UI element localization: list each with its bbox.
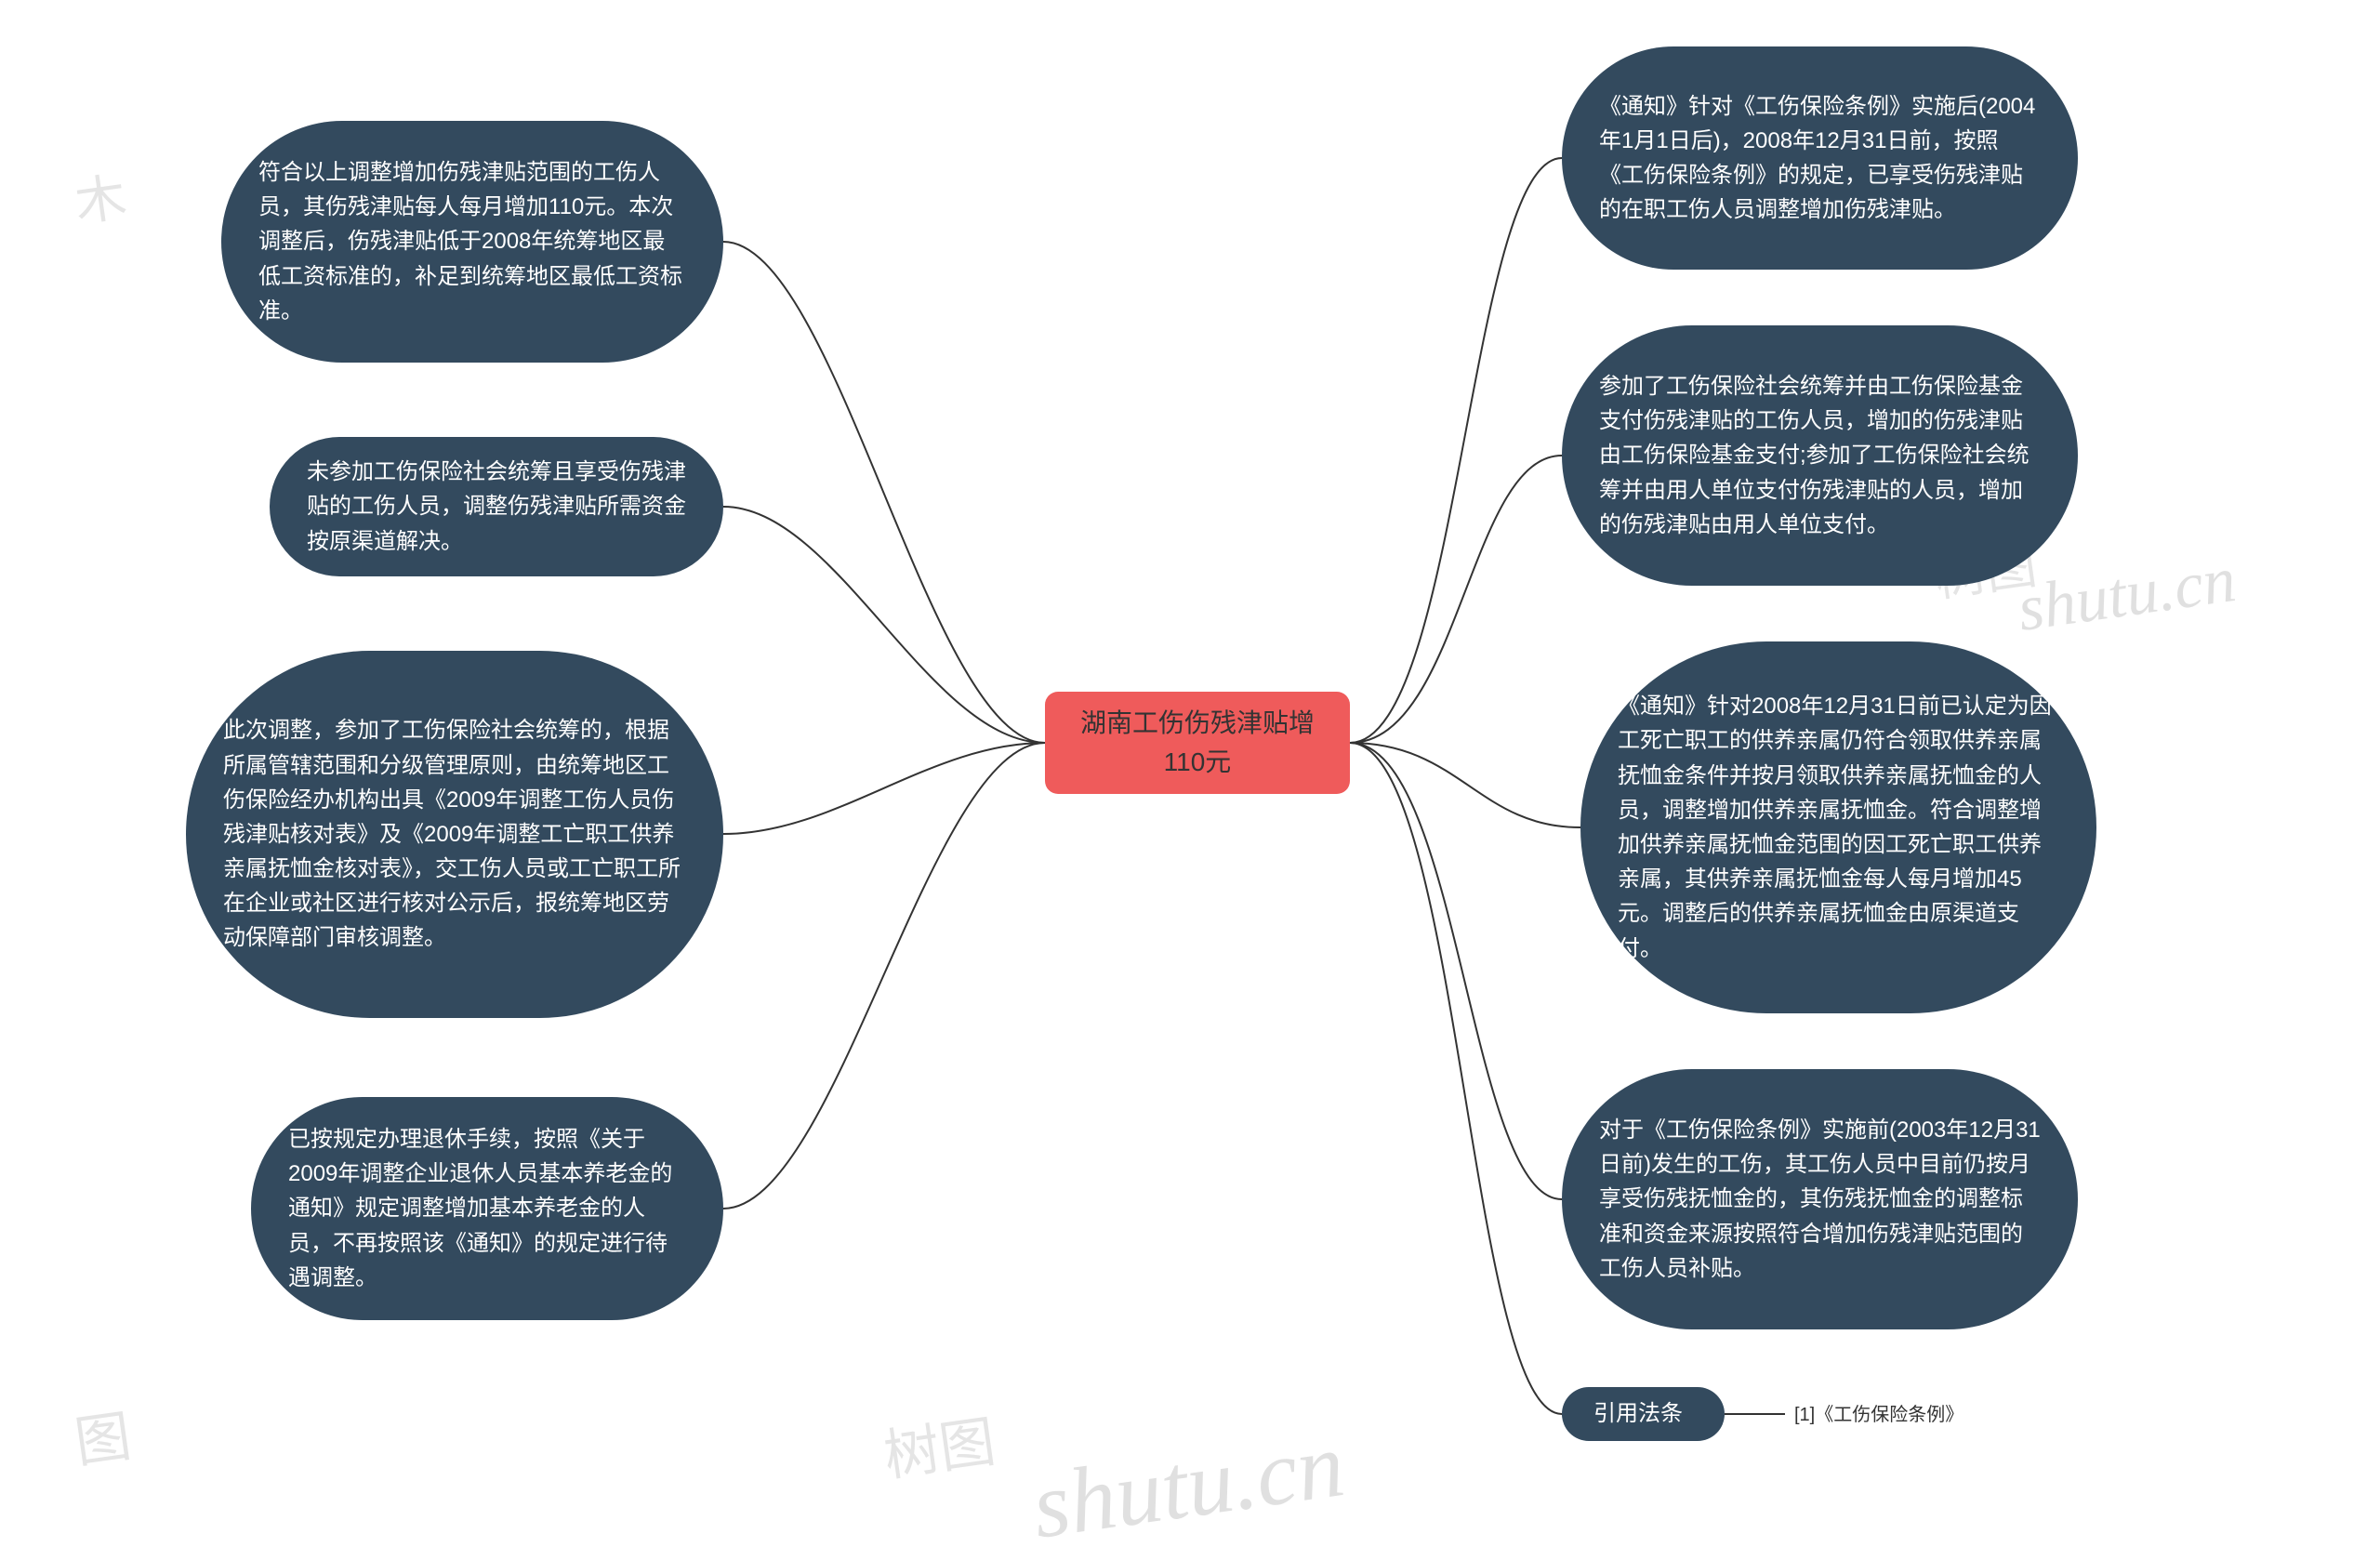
branch-node-right-5[interactable]: 引用法条: [1562, 1387, 1725, 1441]
branch-node-right-3[interactable]: 《通知》针对2008年12月31日前已认定为因工死亡职工的供养亲属仍符合领取供养…: [1580, 641, 2096, 1013]
branch-node-text: 对于《工伤保险条例》实施前(2003年12月31日前)发生的工伤，其工伤人员中目…: [1599, 1113, 2041, 1286]
mindmap-canvas: shutu.cnshutu.cn树图树图图木 湖南工伤伤残津贴增110元 符合以…: [0, 0, 2380, 1485]
branch-node-left-2[interactable]: 未参加工伤保险社会统筹且享受伤残津贴的工伤人员，调整伤残津贴所需资金按原渠道解决…: [270, 437, 723, 576]
branch-node-right-2[interactable]: 参加了工伤保险社会统筹并由工伤保险基金支付伤残津贴的工伤人员，增加的伤残津贴由工…: [1562, 325, 2078, 586]
center-node-text: 湖南工伤伤残津贴增110元: [1077, 704, 1318, 782]
branch-node-left-1[interactable]: 符合以上调整增加伤残津贴范围的工伤人员，其伤残津贴每人每月增加110元。本次调整…: [221, 121, 723, 363]
branch-node-right-1[interactable]: 《通知》针对《工伤保险条例》实施后(2004年1月1日后)，2008年12月31…: [1562, 46, 2078, 270]
branch-node-text: 未参加工伤保险社会统筹且享受伤残津贴的工伤人员，调整伤残津贴所需资金按原渠道解决…: [307, 455, 686, 559]
branch-node-text: 参加了工伤保险社会统筹并由工伤保险基金支付伤残津贴的工伤人员，增加的伤残津贴由工…: [1599, 369, 2041, 542]
leaf-citation-text: [1]《工伤保险条例》: [1794, 1405, 1964, 1425]
branch-node-right-4[interactable]: 对于《工伤保险条例》实施前(2003年12月31日前)发生的工伤，其工伤人员中目…: [1562, 1069, 2078, 1329]
leaf-citation: [1]《工伤保险条例》: [1794, 1402, 1964, 1428]
branch-node-text: 引用法条: [1593, 1398, 1683, 1430]
center-node[interactable]: 湖南工伤伤残津贴增110元: [1045, 692, 1350, 794]
branch-node-text: 《通知》针对2008年12月31日前已认定为因工死亡职工的供养亲属仍符合领取供养…: [1618, 689, 2059, 966]
branch-node-text: 《通知》针对《工伤保险条例》实施后(2004年1月1日后)，2008年12月31…: [1599, 89, 2041, 228]
branch-node-left-3[interactable]: 此次调整，参加了工伤保险社会统筹的，根据所属管辖范围和分级管理原则，由统筹地区工…: [186, 651, 723, 1018]
branch-node-left-4[interactable]: 已按规定办理退休手续，按照《关于2009年调整企业退休人员基本养老金的通知》规定…: [251, 1097, 723, 1320]
branch-node-text: 已按规定办理退休手续，按照《关于2009年调整企业退休人员基本养老金的通知》规定…: [288, 1122, 686, 1295]
branch-node-text: 此次调整，参加了工伤保险社会统筹的，根据所属管辖范围和分级管理原则，由统筹地区工…: [223, 713, 686, 955]
branch-node-text: 符合以上调整增加伤残津贴范围的工伤人员，其伤残津贴每人每月增加110元。本次调整…: [258, 155, 686, 328]
